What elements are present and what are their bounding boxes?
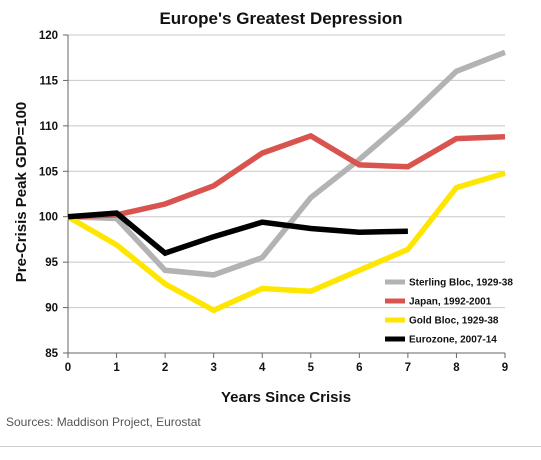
legend-label-0: Sterling Bloc, 1929-38 <box>409 278 513 289</box>
y-tick-labels: 85 90 95 100 105 110 115 120 <box>39 30 59 360</box>
y-tick-label: 120 <box>39 30 58 42</box>
y-tick-label: 110 <box>39 121 58 133</box>
legend-label-3: Eurozone, 2007-14 <box>409 335 497 346</box>
x-tick-label: 7 <box>405 362 411 374</box>
series-line-0 <box>67 49 507 278</box>
y-tick-label: 115 <box>39 75 58 87</box>
bottom-divider <box>0 446 541 447</box>
x-tick-label: 1 <box>113 362 120 374</box>
x-axis-label: Years Since Crisis <box>221 389 351 406</box>
x-tick-label: 0 <box>65 362 71 374</box>
source-note: Sources: Maddison Project, Eurostat <box>6 415 201 429</box>
y-tick-label: 85 <box>45 348 58 360</box>
y-tick-label: 100 <box>39 212 58 224</box>
gridlines <box>68 34 505 309</box>
x-tick-label: 3 <box>210 362 216 374</box>
series-lines <box>66 49 507 314</box>
series-line-1 <box>67 132 506 220</box>
chart-title: Europe's Greatest Depression <box>159 9 402 28</box>
x-tick-label: 2 <box>162 362 168 374</box>
x-tick-label: 8 <box>453 362 460 374</box>
y-axis-label: Pre-Crisis Peak GDP=100 <box>13 102 30 283</box>
legend-label-1: Japan, 1992-2001 <box>409 297 492 308</box>
line-chart: Europe's Greatest Depression 85909510010… <box>13 9 513 406</box>
axes <box>63 34 506 358</box>
x-tick-label: 9 <box>502 362 508 374</box>
series-line-3 <box>67 210 408 257</box>
series-line-2 <box>66 170 506 314</box>
legend: Sterling Bloc, 1929-38 Japan, 1992-2001 Go… <box>385 278 513 346</box>
x-tick-label: 4 <box>259 362 266 374</box>
legend-label-2: Gold Bloc, 1929-38 <box>409 316 499 327</box>
x-tick-label: 6 <box>356 362 362 374</box>
y-tick-label: 90 <box>45 303 58 315</box>
y-tick-label: 95 <box>45 257 58 269</box>
x-tick-label: 5 <box>308 362 315 374</box>
x-tick-labels: 0 1 2 3 4 5 6 7 8 9 <box>65 362 508 374</box>
y-tick-label: 105 <box>39 166 59 178</box>
